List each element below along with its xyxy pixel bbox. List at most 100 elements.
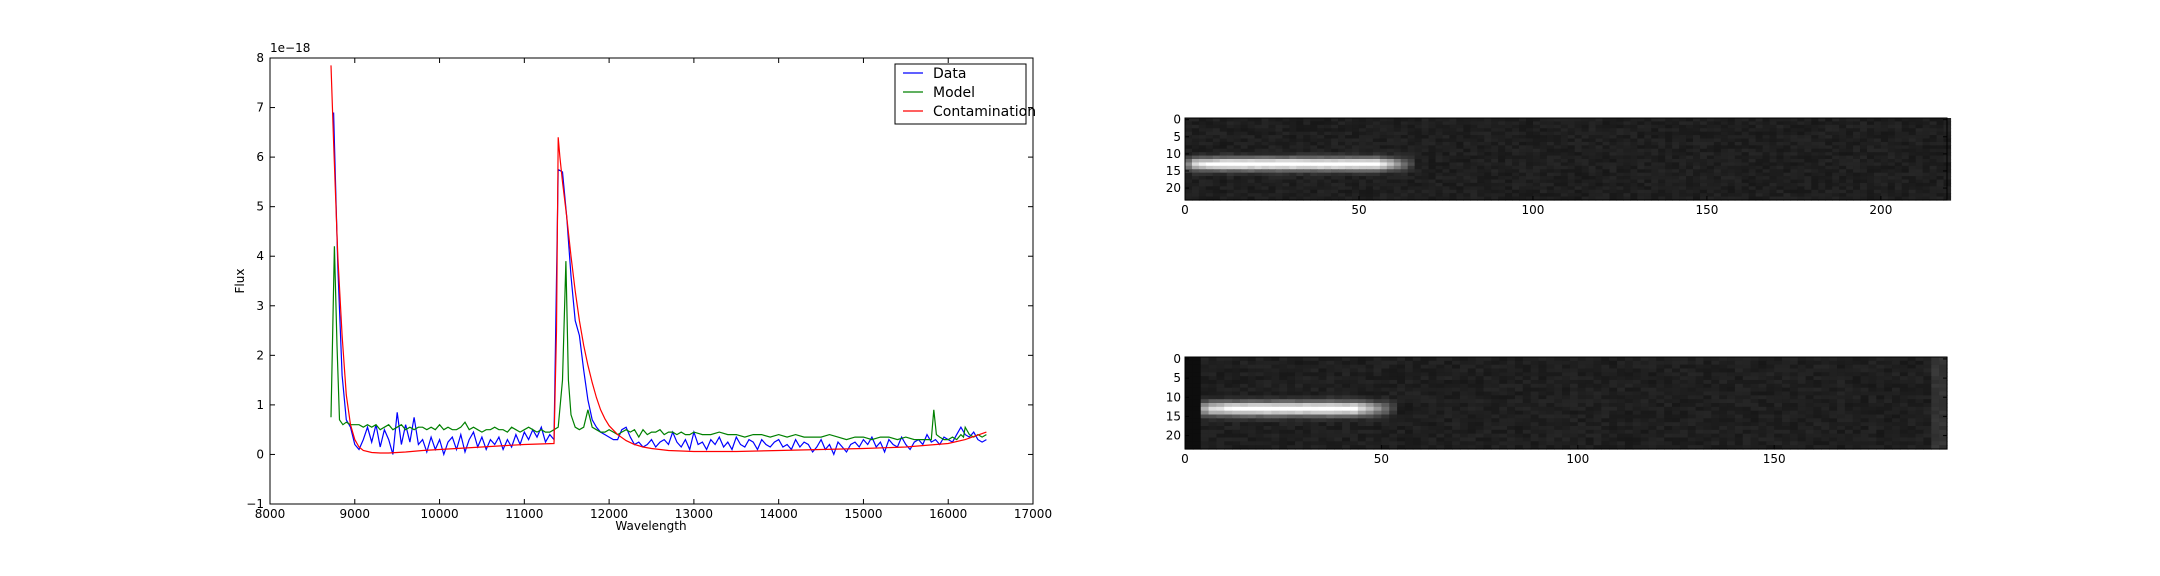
image-pixel bbox=[1421, 128, 1430, 133]
image-pixel bbox=[1789, 372, 1799, 377]
image-pixel bbox=[1436, 357, 1445, 362]
image-pixel bbox=[1706, 176, 1715, 181]
image-pixel bbox=[1239, 441, 1249, 446]
image-pixel bbox=[1789, 380, 1799, 385]
image-pixel bbox=[1699, 155, 1708, 160]
image-pixel bbox=[1839, 165, 1847, 170]
image-pixel bbox=[1805, 383, 1815, 389]
image-pixel bbox=[1929, 145, 1938, 150]
image-pixel bbox=[1525, 165, 1534, 170]
image-pixel bbox=[1442, 189, 1451, 194]
image-pixel bbox=[1338, 182, 1346, 187]
image-pixel bbox=[1365, 391, 1375, 396]
image-pixel bbox=[1908, 189, 1917, 194]
image-pixel bbox=[1686, 124, 1694, 129]
image-pixel bbox=[1205, 138, 1214, 143]
image-pixel bbox=[1475, 368, 1485, 373]
image-pixel bbox=[1569, 414, 1579, 419]
image-pixel bbox=[1459, 368, 1469, 373]
image-pixel bbox=[1894, 182, 1903, 187]
image-pixel bbox=[1687, 437, 1697, 442]
image-pixel bbox=[1470, 128, 1478, 133]
image-pixel bbox=[1797, 368, 1807, 373]
x-tick-label: 9000 bbox=[340, 507, 371, 521]
image-pixel bbox=[1774, 399, 1783, 404]
image-pixel bbox=[1672, 418, 1681, 423]
image-pixel bbox=[1699, 179, 1708, 184]
image-pixel bbox=[1734, 169, 1743, 174]
image-pixel bbox=[1310, 159, 1318, 164]
image-pixel bbox=[1873, 135, 1882, 140]
image-pixel bbox=[1939, 422, 1948, 427]
image-pixel bbox=[1198, 165, 1207, 170]
image-pixel bbox=[1261, 179, 1270, 184]
image-pixel bbox=[1595, 155, 1604, 160]
image-pixel bbox=[1200, 410, 1210, 416]
image-pixel bbox=[1907, 418, 1917, 423]
image-pixel bbox=[1936, 162, 1945, 167]
image-pixel bbox=[1782, 357, 1791, 362]
image-pixel bbox=[1821, 426, 1830, 431]
image-pixel bbox=[1349, 437, 1359, 442]
image-pixel bbox=[1317, 155, 1325, 160]
image-pixel bbox=[1630, 124, 1638, 129]
image-pixel bbox=[1616, 128, 1625, 133]
image-pixel bbox=[1880, 152, 1889, 157]
image-pixel bbox=[1514, 357, 1524, 362]
image-pixel bbox=[1553, 145, 1562, 150]
image-pixel bbox=[1247, 376, 1257, 381]
image-pixel bbox=[1263, 387, 1273, 393]
image-pixel bbox=[1512, 138, 1520, 143]
image-pixel bbox=[1317, 118, 1325, 123]
image-pixel bbox=[1232, 429, 1241, 435]
image-pixel bbox=[1818, 118, 1826, 123]
image-pixel bbox=[1936, 186, 1945, 191]
image-pixel bbox=[1727, 433, 1736, 439]
image-pixel bbox=[1648, 368, 1657, 373]
image-top-pixels bbox=[1185, 118, 1952, 201]
image-pixel bbox=[1797, 148, 1805, 153]
image-pixel bbox=[1310, 124, 1318, 129]
image-pixel bbox=[1651, 128, 1659, 133]
image-pixel bbox=[1310, 383, 1320, 389]
image-pixel bbox=[1261, 121, 1270, 126]
image-pixel bbox=[1609, 391, 1618, 396]
image-pixel bbox=[1672, 145, 1680, 150]
image-pixel bbox=[1602, 159, 1611, 164]
image-pixel bbox=[1609, 145, 1618, 150]
image-pixel bbox=[1358, 138, 1367, 143]
image-pixel bbox=[1880, 165, 1889, 170]
image-pixel bbox=[1412, 387, 1422, 393]
image-pixel bbox=[1475, 399, 1485, 404]
image-pixel bbox=[1404, 422, 1414, 427]
image-pixel bbox=[1852, 426, 1862, 431]
image-pixel bbox=[1240, 128, 1249, 133]
image-pixel bbox=[1844, 429, 1854, 435]
image-pixel bbox=[1769, 196, 1778, 201]
image-pixel bbox=[1588, 196, 1597, 201]
image-pixel bbox=[1414, 162, 1423, 167]
image-pixel bbox=[1546, 162, 1555, 167]
image-pixel bbox=[1463, 193, 1471, 198]
image-pixel bbox=[1240, 172, 1249, 177]
image-pixel bbox=[1829, 380, 1838, 385]
image-pixel bbox=[1656, 380, 1665, 385]
image-pixel bbox=[1609, 128, 1618, 133]
image-pixel bbox=[1617, 414, 1626, 419]
image-pixel bbox=[1442, 118, 1451, 123]
image-pixel bbox=[1695, 387, 1705, 393]
image-pixel bbox=[1317, 148, 1325, 153]
image-pixel bbox=[1644, 124, 1652, 129]
image-pixel bbox=[1498, 138, 1506, 143]
image-pixel bbox=[1782, 441, 1791, 446]
image-pixel bbox=[1908, 193, 1917, 198]
image-pixel bbox=[1372, 193, 1381, 198]
image-pixel bbox=[1420, 433, 1430, 439]
image-pixel bbox=[1397, 357, 1406, 362]
image-pixel bbox=[1498, 162, 1506, 167]
image-pixel bbox=[1442, 141, 1451, 146]
image-pixel bbox=[1574, 145, 1583, 150]
image-pixel bbox=[1191, 145, 1200, 150]
image-pixel bbox=[1412, 406, 1422, 412]
image-pixel bbox=[1868, 380, 1877, 385]
